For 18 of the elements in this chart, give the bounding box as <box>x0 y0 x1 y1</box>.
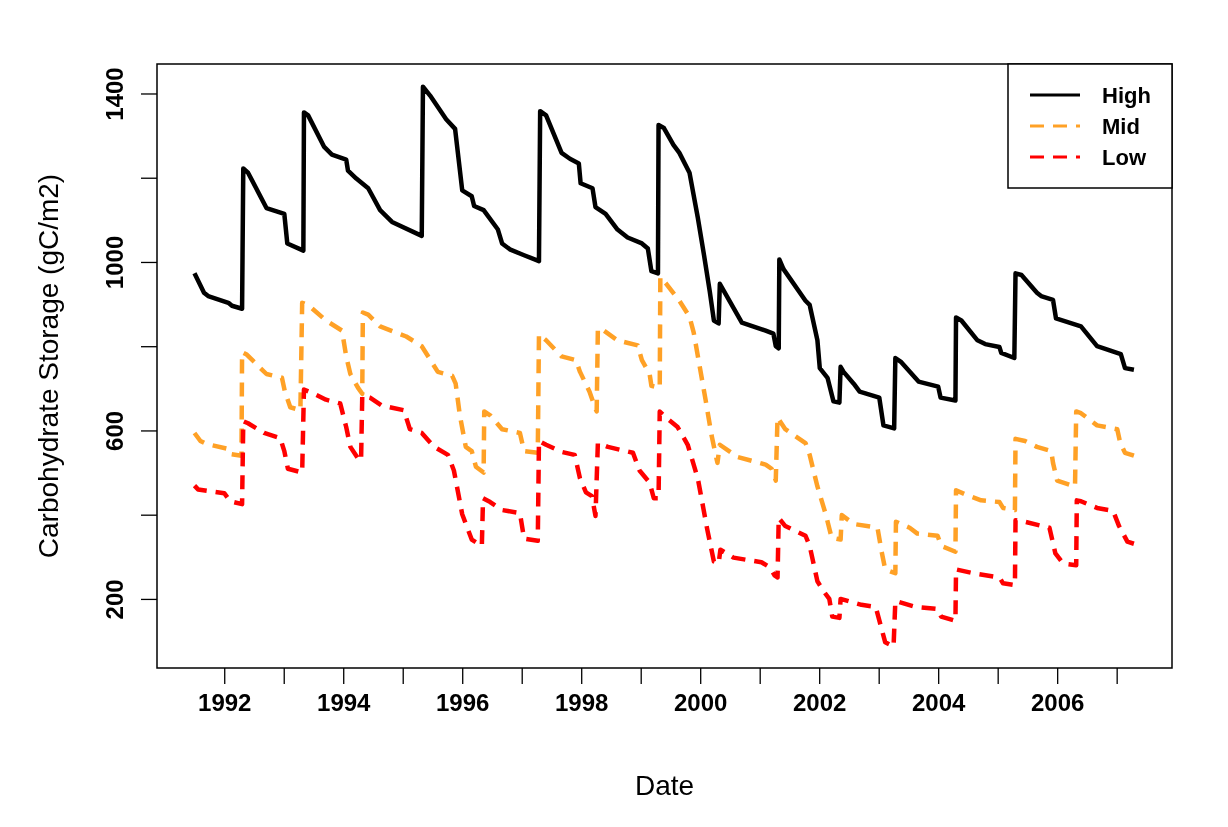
legend-label: Mid <box>1102 114 1140 139</box>
y-tick-label: 1000 <box>101 235 128 290</box>
x-tick-label: 2006 <box>1030 689 1085 717</box>
y-tick-label: 600 <box>101 410 128 451</box>
x-tick-label: 2002 <box>792 689 847 717</box>
legend-label: Low <box>1102 145 1147 170</box>
x-tick-label: 2000 <box>674 689 728 717</box>
x-tick-label: 1992 <box>198 689 252 717</box>
x-tick-label: 2004 <box>911 689 967 717</box>
legend-label: High <box>1102 83 1151 108</box>
y-axis-title: Carbohydrate Storage (gC/m2) <box>33 173 64 559</box>
x-axis-title: Date <box>634 770 695 801</box>
y-tick-label: 200 <box>101 579 128 620</box>
x-tick-label: 1994 <box>317 689 372 717</box>
x-tick-label: 1996 <box>436 689 490 717</box>
y-tick-label: 1400 <box>101 67 128 121</box>
x-tick-label: 1998 <box>555 689 609 717</box>
line-series <box>192 387 1137 649</box>
